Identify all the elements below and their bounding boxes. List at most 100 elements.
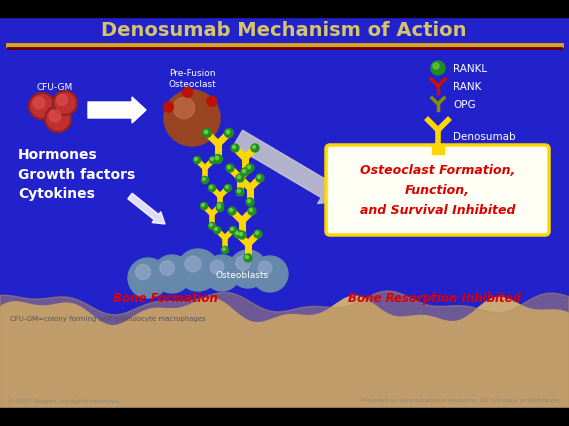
Text: Denosumab Mechanism of Action: Denosumab Mechanism of Action: [101, 20, 467, 40]
Circle shape: [221, 247, 229, 254]
Polygon shape: [0, 291, 569, 408]
Circle shape: [241, 169, 249, 177]
Circle shape: [237, 176, 241, 179]
Circle shape: [225, 129, 233, 138]
Circle shape: [258, 262, 272, 275]
Circle shape: [195, 158, 197, 161]
Circle shape: [249, 209, 253, 212]
Text: RANKL: RANKL: [453, 64, 487, 74]
Circle shape: [135, 265, 151, 280]
Circle shape: [240, 233, 242, 236]
Circle shape: [233, 146, 236, 149]
Circle shape: [49, 111, 61, 123]
Circle shape: [183, 88, 192, 98]
Circle shape: [248, 200, 250, 203]
Circle shape: [237, 190, 241, 193]
Circle shape: [216, 205, 224, 212]
Circle shape: [201, 177, 209, 184]
Circle shape: [33, 98, 45, 109]
FancyBboxPatch shape: [326, 146, 549, 236]
Circle shape: [251, 145, 259, 153]
Circle shape: [238, 231, 246, 239]
Text: Bone Formation: Bone Formation: [113, 292, 217, 305]
Circle shape: [234, 230, 242, 239]
Circle shape: [185, 256, 201, 272]
Circle shape: [229, 250, 267, 288]
Circle shape: [218, 206, 220, 209]
Circle shape: [236, 232, 238, 235]
Circle shape: [431, 62, 445, 76]
Circle shape: [231, 145, 239, 153]
Circle shape: [193, 157, 200, 164]
Circle shape: [236, 189, 244, 196]
Circle shape: [229, 209, 233, 212]
Circle shape: [222, 248, 225, 251]
Circle shape: [204, 256, 240, 291]
Circle shape: [254, 230, 262, 239]
Circle shape: [29, 94, 55, 120]
Circle shape: [209, 157, 217, 164]
Circle shape: [208, 185, 216, 192]
Text: Osteoclast Formation,
Function,
and Survival Inhibited: Osteoclast Formation, Function, and Surv…: [360, 164, 516, 217]
Bar: [0, 0, 569, 18]
Circle shape: [53, 92, 77, 116]
Text: Denosumab: Denosumab: [453, 132, 516, 142]
Circle shape: [245, 256, 249, 259]
Circle shape: [236, 175, 244, 183]
FancyArrow shape: [88, 98, 146, 124]
Circle shape: [229, 227, 237, 234]
Text: Provided as an educational resource. Do not copy or distribute.: Provided as an educational resource. Do …: [361, 397, 561, 403]
Circle shape: [160, 261, 174, 276]
Circle shape: [128, 259, 168, 298]
Text: © 2007 Amgen. All rights reserved.: © 2007 Amgen. All rights reserved.: [8, 397, 120, 403]
Circle shape: [177, 249, 219, 291]
Circle shape: [218, 204, 220, 207]
Circle shape: [255, 232, 258, 235]
Circle shape: [228, 207, 236, 216]
FancyArrow shape: [233, 131, 343, 204]
Circle shape: [244, 254, 252, 262]
Polygon shape: [0, 296, 569, 408]
Text: RANK: RANK: [453, 82, 481, 92]
Text: Pre-Fusion
Osteoclast: Pre-Fusion Osteoclast: [168, 69, 216, 89]
Text: CFU-GM: CFU-GM: [37, 82, 73, 91]
Circle shape: [248, 207, 256, 216]
Circle shape: [224, 185, 232, 192]
Bar: [0, 408, 569, 426]
Circle shape: [248, 166, 250, 169]
Circle shape: [216, 203, 224, 210]
Circle shape: [56, 95, 67, 106]
Circle shape: [258, 176, 261, 179]
Circle shape: [242, 170, 245, 173]
Circle shape: [204, 131, 208, 134]
Circle shape: [45, 107, 71, 132]
Circle shape: [153, 256, 191, 294]
Circle shape: [215, 157, 218, 160]
Text: Bone Resorption Inhibited: Bone Resorption Inhibited: [348, 292, 522, 305]
Text: OPG: OPG: [453, 100, 476, 110]
Circle shape: [163, 103, 174, 113]
FancyArrow shape: [128, 194, 165, 225]
Text: Hormones
Growth factors
Cytokines: Hormones Growth factors Cytokines: [18, 148, 135, 201]
Circle shape: [209, 186, 212, 189]
Circle shape: [256, 175, 264, 183]
Text: Osteoblasts: Osteoblasts: [216, 270, 269, 279]
Circle shape: [207, 97, 217, 107]
Circle shape: [174, 98, 195, 119]
Circle shape: [230, 228, 233, 231]
Circle shape: [201, 204, 204, 207]
Circle shape: [209, 224, 212, 227]
Circle shape: [252, 256, 288, 292]
Circle shape: [208, 223, 216, 230]
Circle shape: [211, 158, 213, 161]
Circle shape: [246, 164, 254, 173]
Text: CFU-GM=colony forming unit granulocyte macrophages: CFU-GM=colony forming unit granulocyte m…: [10, 315, 206, 321]
Circle shape: [246, 199, 254, 207]
Circle shape: [226, 186, 228, 189]
Circle shape: [200, 203, 208, 210]
Circle shape: [203, 129, 212, 138]
Circle shape: [164, 91, 220, 147]
Circle shape: [203, 178, 205, 181]
Bar: [432, 145, 444, 155]
Circle shape: [228, 166, 230, 169]
